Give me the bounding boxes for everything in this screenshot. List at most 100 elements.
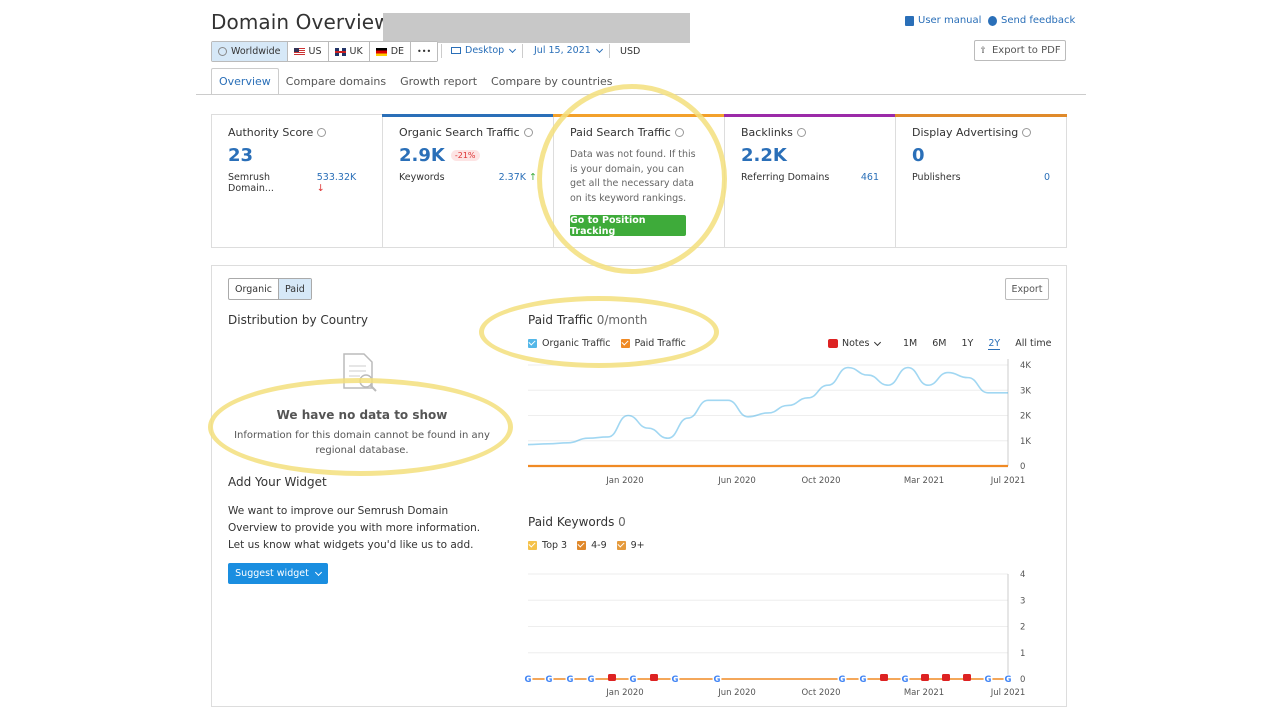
card-value[interactable]: 23 [228, 145, 254, 166]
google-update-marker-label: G [839, 675, 846, 685]
info-icon[interactable] [674, 128, 684, 137]
chevron-down-icon [595, 45, 603, 53]
card-value[interactable]: 2.2K [741, 145, 787, 166]
send-feedback-link[interactable]: Send feedback [988, 15, 1075, 26]
db-uk[interactable]: UK [328, 42, 370, 61]
divider [441, 44, 442, 58]
card-accent-bar [895, 114, 1067, 117]
card-sub-value[interactable]: 0 [1043, 172, 1050, 183]
google-update-marker [523, 674, 533, 684]
card-sub-value[interactable]: 533.32K [316, 172, 357, 183]
note-marker [650, 674, 658, 681]
y-tick-label: 2K [1020, 412, 1031, 422]
card-sub-value[interactable]: 461 [860, 172, 879, 183]
period-1m[interactable]: 1M [903, 338, 918, 349]
google-update-marker [565, 674, 575, 684]
no-data-message: Data was not found. If this is your doma… [570, 149, 696, 204]
paid-traffic-value: 0/month [596, 313, 648, 327]
legend-9plus[interactable]: 9+ [616, 540, 645, 551]
google-update-marker-label: G [902, 675, 909, 685]
card-value[interactable]: 0 [912, 145, 925, 166]
legend-4-9[interactable]: 4-9 [577, 540, 607, 551]
card-backlinks: Backlinks 2.2K Referring Domains 461 [724, 114, 896, 247]
info-icon[interactable] [796, 128, 806, 137]
notes-dropdown[interactable]: Notes [828, 338, 882, 349]
redacted-domain [383, 13, 690, 43]
db-more[interactable]: ••• [411, 42, 438, 61]
card-display-advertising: Display Advertising 0 Publishers 0 [895, 114, 1067, 247]
y-tick-label: 4 [1020, 570, 1025, 580]
traffic-chart[interactable]: 0 1K 2K 3K 4K Jan 2020 Jun 2020 Oct 2020 Mar 202… [520, 355, 1040, 490]
export-pdf-button[interactable]: ⇧ Export to PDF [974, 40, 1066, 61]
widget-description: We want to improve our Semrush Domain Ov… [228, 505, 481, 551]
info-icon[interactable] [1022, 128, 1032, 137]
checkbox-icon [528, 339, 537, 348]
card-accent-bar [724, 114, 896, 117]
user-manual-link[interactable]: User manual [905, 15, 981, 26]
y-tick-label: 0 [1020, 462, 1025, 472]
legend-organic[interactable]: Organic Traffic [528, 338, 611, 349]
organic-paid-toggle: Organic Paid [228, 278, 312, 300]
google-update-marker-label: G [672, 675, 679, 685]
metric-cards: Authority Score 23 Semrush Domain... 533… [211, 114, 1067, 248]
legend-paid[interactable]: Paid Traffic [620, 338, 686, 349]
google-update-marker [1003, 674, 1013, 684]
note-marker [963, 674, 971, 681]
legend-top3[interactable]: Top 3 [528, 540, 567, 551]
note-marker [880, 674, 888, 681]
card-sub-label: Referring Domains [741, 172, 830, 183]
period-selector: 1M 6M 1Y 2Y All time [903, 338, 1051, 350]
period-2y[interactable]: 2Y [988, 338, 1001, 350]
y-tick-label: 0 [1020, 675, 1025, 685]
chevron-down-icon [874, 338, 882, 346]
tab-overview[interactable]: Overview [211, 68, 279, 95]
card-sub-value[interactable]: 2.37K [498, 172, 526, 183]
globe-icon [218, 47, 227, 56]
period-6m[interactable]: 6M [932, 338, 947, 349]
db-worldwide[interactable]: Worldwide [212, 42, 288, 61]
card-sub-label: Semrush Domain... [228, 172, 274, 194]
x-tick-label: Mar 2021 [904, 688, 944, 698]
export-button[interactable]: Export [1005, 278, 1049, 300]
google-update-marker [628, 674, 638, 684]
tab-bar: Overview Compare domains Growth report C… [211, 68, 620, 95]
arrow-up-icon: ↑ [529, 172, 537, 183]
period-1y[interactable]: 1Y [961, 338, 974, 349]
period-all-time[interactable]: All time [1015, 338, 1052, 349]
db-us[interactable]: US [287, 42, 329, 61]
google-update-marker [544, 674, 554, 684]
info-icon[interactable] [317, 128, 327, 137]
keywords-chart[interactable]: 0 1 2 3 4 Jan 2020 Jun 2020 Oct 2020 Mar 2021 Jul… [520, 568, 1040, 703]
tab-growth-report[interactable]: Growth report [400, 75, 478, 88]
info-icon[interactable] [523, 128, 533, 137]
more-icon: ••• [417, 47, 432, 56]
x-tick-label: Jun 2020 [717, 476, 756, 486]
x-tick-label: Jul 2021 [990, 476, 1026, 486]
keywords-legend: Top 3 4-9 9+ [528, 540, 645, 551]
card-authority-score: Authority Score 23 Semrush Domain... 533… [212, 115, 383, 247]
position-tracking-button[interactable]: Go to Position Tracking [570, 215, 686, 237]
tab-compare-by-countries[interactable]: Compare by countries [491, 75, 613, 88]
toggle-paid[interactable]: Paid [277, 279, 311, 299]
google-update-marker-label: G [985, 675, 992, 685]
x-tick-label: Jun 2020 [717, 688, 756, 698]
device-dropdown[interactable]: Desktop [451, 45, 517, 56]
db-de[interactable]: DE [369, 42, 412, 61]
no-data-text: Information for this domain cannot be fo… [234, 430, 490, 456]
card-label: Display Advertising [912, 126, 1019, 139]
google-update-marker [712, 674, 722, 684]
checkbox-icon [577, 541, 587, 550]
tab-compare-domains[interactable]: Compare domains [285, 75, 387, 88]
paid-keywords-count: 0 [618, 515, 626, 529]
note-marker [608, 674, 616, 681]
card-value[interactable]: 2.9K [399, 145, 445, 166]
paid-keywords-title: Paid Keywords 0 [528, 515, 626, 529]
card-sub-label: Keywords [399, 172, 445, 183]
card-label: Backlinks [741, 126, 793, 139]
suggest-widget-button[interactable]: Suggest widget [228, 563, 328, 584]
date-dropdown[interactable]: Jul 15, 2021 [534, 45, 603, 56]
card-paid-traffic: Paid Search Traffic Data was not found. … [553, 114, 725, 247]
divider [522, 44, 523, 58]
chat-icon [988, 15, 997, 26]
toggle-organic[interactable]: Organic [235, 283, 272, 295]
